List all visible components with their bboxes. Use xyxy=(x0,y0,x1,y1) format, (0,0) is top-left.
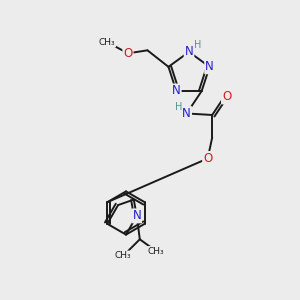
Text: CH₃: CH₃ xyxy=(115,251,132,260)
Text: N: N xyxy=(172,85,181,98)
Text: N: N xyxy=(205,60,214,73)
Text: O: O xyxy=(203,152,212,165)
Text: H: H xyxy=(194,40,201,50)
Text: O: O xyxy=(222,91,231,103)
Text: CH₃: CH₃ xyxy=(99,38,115,47)
Text: N: N xyxy=(184,45,194,58)
Text: N: N xyxy=(132,209,141,222)
Text: O: O xyxy=(123,47,133,60)
Text: N: N xyxy=(182,107,191,120)
Text: H: H xyxy=(175,102,182,112)
Text: CH₃: CH₃ xyxy=(148,247,165,256)
